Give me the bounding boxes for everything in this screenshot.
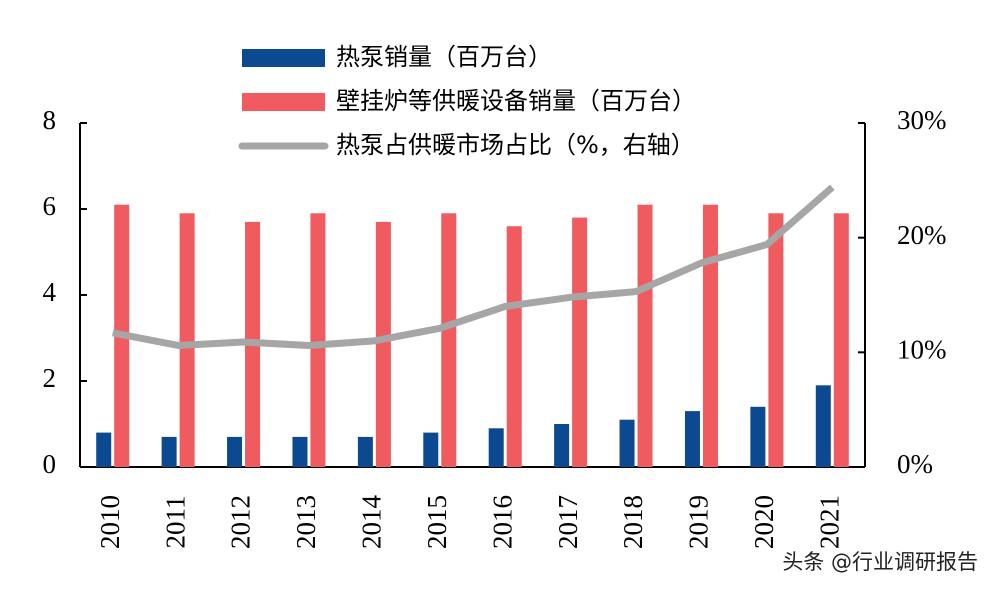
- x-tick-label: 2014: [357, 495, 387, 550]
- watermark: 头条 @行业调研报告: [782, 550, 978, 574]
- y-tick-label: 0: [43, 449, 57, 479]
- y-tick-label: 4: [43, 277, 57, 307]
- bar: [423, 432, 439, 467]
- bar: [96, 432, 112, 467]
- x-tick-label: 2012: [226, 495, 256, 549]
- y2-tick-label: 30%: [897, 105, 947, 135]
- bar: [619, 419, 635, 467]
- x-tick-label: 2020: [749, 495, 779, 549]
- bar: [684, 411, 700, 467]
- bar: [161, 436, 177, 467]
- bar: [815, 385, 831, 467]
- bar: [554, 424, 570, 467]
- x-tick-label: 2018: [618, 495, 648, 549]
- bar: [227, 436, 243, 467]
- x-tick-label: 2016: [487, 495, 517, 549]
- bar: [310, 213, 326, 467]
- bar: [768, 213, 784, 467]
- y2-tick-label: 20%: [897, 220, 947, 250]
- bar: [572, 217, 588, 467]
- bar: [357, 436, 373, 467]
- line: [112, 184, 835, 349]
- bar: [179, 213, 195, 467]
- legend-swatch: [242, 49, 325, 67]
- bar: [441, 213, 457, 467]
- y2-tick-label: 0%: [897, 449, 933, 479]
- x-tick-label: 2011: [160, 496, 190, 549]
- bar: [750, 406, 766, 467]
- bar: [375, 221, 391, 467]
- x-tick-label: 2015: [422, 495, 452, 549]
- y2-tick-label: 10%: [897, 335, 947, 365]
- x-tick-label: 2013: [291, 495, 321, 549]
- bar: [637, 204, 653, 467]
- x-tick-label: 2017: [553, 495, 583, 549]
- x-tick-label: 2019: [684, 495, 714, 549]
- bar: [833, 213, 849, 467]
- legend-label: 热泵占供暖市场占比（%，右轴）: [336, 131, 695, 159]
- bar: [506, 226, 522, 467]
- x-tick-label: 2021: [814, 495, 844, 549]
- legend-label: 壁挂炉等供暖设备销量（百万台）: [336, 87, 696, 115]
- y-tick-label: 2: [43, 363, 57, 393]
- y-tick-label: 8: [43, 105, 57, 135]
- y-tick-label: 6: [43, 191, 57, 221]
- bar: [702, 204, 718, 467]
- bar: [488, 428, 504, 467]
- legend-label: 热泵销量（百万台）: [336, 43, 552, 71]
- x-tick-label: 2010: [95, 495, 125, 549]
- bar: [292, 436, 308, 467]
- legend-swatch: [242, 93, 325, 111]
